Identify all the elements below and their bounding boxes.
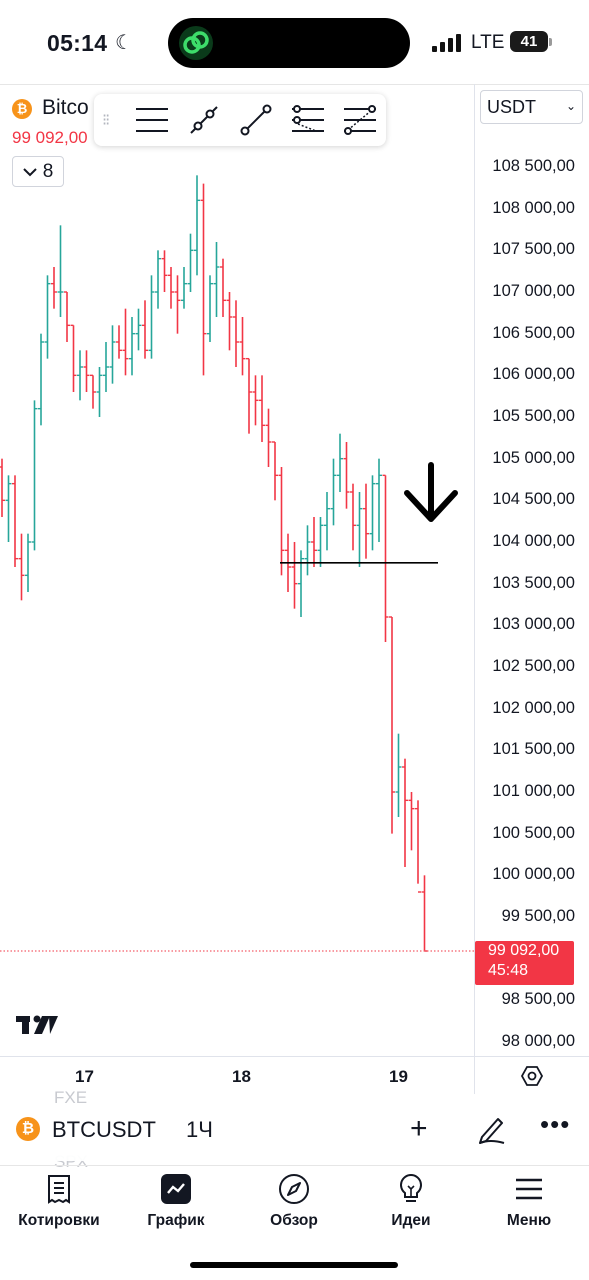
price-label: 107 000,00	[492, 282, 575, 300]
price-label: 99 500,00	[501, 907, 575, 925]
tab-menu[interactable]: Меню	[474, 1172, 584, 1230]
tab-label: Котировки	[18, 1212, 100, 1229]
date-label: 18	[232, 1067, 251, 1086]
chart-settings-icon[interactable]	[520, 1064, 544, 1088]
app-activity-icon	[179, 26, 213, 60]
trend-line-icon[interactable]	[188, 104, 220, 136]
last-price-value: 99 092,00	[488, 942, 560, 959]
ray-line-icon[interactable]	[240, 104, 272, 136]
price-axis-border	[474, 84, 475, 1094]
price-label: 103 000,00	[492, 615, 575, 634]
tab-label: График	[147, 1212, 205, 1229]
price-label: 104 000,00	[492, 532, 575, 550]
bitcoin-logo-icon: ₿	[16, 1117, 40, 1141]
tab-label: Обзор	[270, 1212, 318, 1229]
symbol-bar: ₿ BTCUSDT 1Ч + •••	[0, 1103, 589, 1161]
tab-ideas[interactable]: Идеи	[356, 1172, 466, 1230]
price-label: 105 500,00	[492, 407, 575, 425]
price-label: 106 500,00	[492, 323, 575, 342]
parallel-channel-icon[interactable]	[290, 104, 326, 136]
price-label: 108 000,00	[492, 198, 575, 217]
signal-icon	[432, 34, 461, 52]
tab-chart[interactable]: График	[121, 1172, 231, 1230]
status-bar: 05:14 ☾ LTE 41	[0, 0, 589, 84]
tab-overview[interactable]: Обзор	[239, 1172, 349, 1230]
ghost-symbol-text: FXE	[54, 1088, 88, 1107]
indicators-count: 8	[42, 160, 54, 182]
indicators-toggle-button[interactable]: 8	[12, 156, 64, 187]
last-price-tag: 99 092,00 45:48	[475, 941, 574, 985]
symbol-price: 99 092,00	[12, 128, 88, 147]
tradingview-logo-icon	[16, 1015, 58, 1034]
time-axis-border	[0, 1056, 589, 1057]
price-label: 101 500,00	[492, 740, 575, 759]
price-label: 100 000,00	[492, 865, 575, 884]
currency-value: USDT	[487, 97, 536, 117]
price-label: 102 500,00	[492, 657, 575, 675]
tab-bar-divider	[0, 1165, 589, 1166]
price-label: 98 000,00	[501, 1032, 575, 1050]
price-label: 102 000,00	[492, 698, 575, 717]
price-label: 101 000,00	[492, 782, 575, 800]
price-label: 106 000,00	[492, 365, 575, 384]
price-label: 107 500,00	[492, 240, 575, 259]
chevron-down-icon: ⌄	[565, 99, 576, 113]
price-chart[interactable]	[0, 85, 474, 1056]
battery-tip	[549, 38, 552, 46]
battery-icon: 41	[510, 31, 548, 52]
drawing-toolbar: ⁝⁝	[94, 94, 386, 146]
down-arrow-head-drawing	[404, 490, 458, 522]
home-indicator	[190, 1262, 398, 1268]
chevron-down-icon	[22, 167, 37, 176]
moon-icon: ☾	[115, 32, 133, 54]
plus-icon[interactable]: +	[410, 1112, 428, 1145]
compass-icon	[279, 1174, 309, 1204]
bitcoin-logo-icon: ₿	[12, 99, 32, 119]
tab-label: Меню	[506, 1212, 552, 1229]
symbol-search-button[interactable]: BTCUSDT	[52, 1117, 156, 1142]
chart-top-border	[0, 84, 589, 85]
drag-handle-icon[interactable]: ⁝⁝	[102, 112, 110, 129]
price-label: 100 500,00	[492, 823, 575, 842]
horizontal-lines-icon[interactable]	[134, 104, 170, 136]
chart-icon	[161, 1174, 191, 1204]
drawing-pen-icon[interactable]	[476, 1113, 506, 1145]
price-label: 105 000,00	[492, 448, 575, 467]
date-label: 19	[389, 1067, 408, 1086]
price-label: 103 500,00	[492, 573, 575, 592]
interval-button[interactable]: 1Ч	[186, 1117, 213, 1142]
more-options-icon[interactable]: •••	[540, 1109, 571, 1139]
dynamic-island	[168, 18, 410, 68]
tab-quotes[interactable]: Котировки	[4, 1172, 114, 1230]
currency-select[interactable]: USDT ⌄	[480, 90, 583, 124]
tab-label: Идеи	[391, 1212, 431, 1229]
clock: 05:14	[47, 30, 108, 56]
bar-countdown: 45:48	[488, 962, 529, 979]
hamburger-icon	[516, 1178, 542, 1200]
fib-retracement-icon[interactable]	[342, 104, 378, 136]
price-label: 98 500,00	[501, 990, 575, 1009]
price-label: 104 500,00	[492, 490, 575, 509]
lightbulb-icon	[400, 1173, 422, 1202]
symbol-name[interactable]: Bitco	[42, 96, 89, 119]
network-type: LTE	[471, 32, 505, 53]
date-label: 17	[75, 1067, 94, 1086]
watchlist-icon	[48, 1175, 70, 1204]
price-label: 108 500,00	[492, 157, 575, 175]
